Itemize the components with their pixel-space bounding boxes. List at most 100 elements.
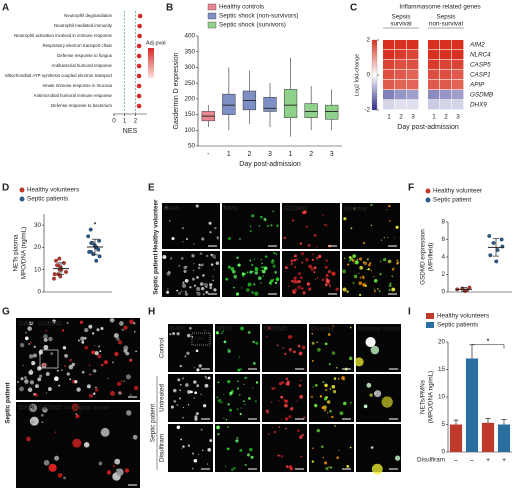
cell <box>273 430 277 434</box>
cell <box>248 447 253 452</box>
cell <box>238 393 241 396</box>
cell <box>215 331 220 335</box>
gene-label: DHX9 <box>470 102 487 109</box>
column-header: DAPI <box>164 206 179 213</box>
cell <box>291 262 293 265</box>
cell <box>26 436 31 442</box>
cell <box>63 476 66 480</box>
cell <box>261 266 264 269</box>
bar <box>497 424 511 452</box>
group-label: survival <box>390 21 411 28</box>
cell <box>88 364 91 367</box>
cell <box>29 329 31 331</box>
cell <box>298 272 302 276</box>
cell <box>28 403 38 413</box>
y-tick-label: 10 <box>438 394 446 401</box>
cell <box>209 286 213 290</box>
cell <box>93 392 96 395</box>
cell <box>28 354 34 359</box>
cell <box>212 279 214 282</box>
cell <box>284 417 289 421</box>
cell <box>178 291 182 295</box>
cell <box>394 455 401 461</box>
x-axis-label: NES <box>123 128 138 135</box>
cell <box>182 377 184 380</box>
heat-cell <box>395 40 407 50</box>
cell <box>271 426 273 428</box>
gene-label: APIP <box>469 82 485 89</box>
cell <box>244 403 246 406</box>
dot <box>136 93 142 99</box>
cell <box>24 336 29 341</box>
cell <box>186 351 190 355</box>
cell <box>48 463 57 472</box>
cell <box>68 364 74 370</box>
cell <box>166 290 170 294</box>
cell <box>52 319 57 324</box>
heat-cell <box>395 50 407 60</box>
cell <box>28 343 31 345</box>
cell <box>316 428 320 433</box>
cell <box>191 254 195 258</box>
cell <box>296 400 298 402</box>
panel-letter: H <box>148 307 155 318</box>
cell <box>270 259 275 264</box>
heat-cell <box>395 60 407 70</box>
term-label: Antibacterial humoral response <box>51 63 112 68</box>
cell <box>184 292 188 296</box>
row-label: Control <box>159 338 166 358</box>
cell <box>326 396 329 399</box>
legend-label: Healthy volunteers <box>437 313 489 320</box>
gene-label: CASP1 <box>470 72 491 79</box>
y-tick-label: 50 <box>188 143 196 150</box>
legend-dot <box>19 196 25 202</box>
cell <box>381 396 393 408</box>
cell <box>213 268 215 271</box>
legend-swatch <box>207 12 217 20</box>
cell <box>294 265 297 269</box>
cell <box>288 348 293 352</box>
cell <box>380 239 383 241</box>
cell <box>189 286 192 289</box>
legend-label: Healthy volunteers <box>27 187 79 194</box>
cell <box>329 409 332 413</box>
cell <box>322 381 325 384</box>
cell <box>182 281 185 284</box>
dot <box>136 63 142 69</box>
cell <box>114 458 121 465</box>
term-label: Innate immune response in mucosa <box>42 83 112 88</box>
cell <box>187 444 191 447</box>
micrograph <box>168 374 213 422</box>
cell <box>296 258 298 261</box>
cell <box>193 243 195 245</box>
cell <box>325 224 328 227</box>
cell <box>324 383 328 388</box>
cell <box>202 449 204 452</box>
cell <box>200 393 202 396</box>
cell <box>99 350 102 353</box>
cell <box>227 237 231 240</box>
heat-cell <box>383 100 395 110</box>
cell <box>166 271 171 276</box>
cell <box>324 388 328 392</box>
cell <box>205 290 209 294</box>
cell <box>183 269 187 273</box>
cell <box>383 236 385 239</box>
cell <box>120 380 123 383</box>
cell <box>283 347 285 349</box>
y-tick-label: 200 <box>184 96 195 103</box>
micrograph <box>222 251 280 297</box>
cell <box>23 376 28 380</box>
cell <box>207 447 212 452</box>
cell <box>201 237 205 241</box>
cell <box>133 385 139 391</box>
cell <box>162 255 167 260</box>
column-label: 1 <box>432 114 436 121</box>
legend-swatch <box>207 21 217 29</box>
cell <box>325 277 328 280</box>
cell <box>193 458 198 463</box>
x-tick-label: 1 <box>123 118 127 125</box>
cell <box>29 380 35 385</box>
cell <box>193 284 197 287</box>
row-label: Healthy volunteer <box>153 199 160 252</box>
